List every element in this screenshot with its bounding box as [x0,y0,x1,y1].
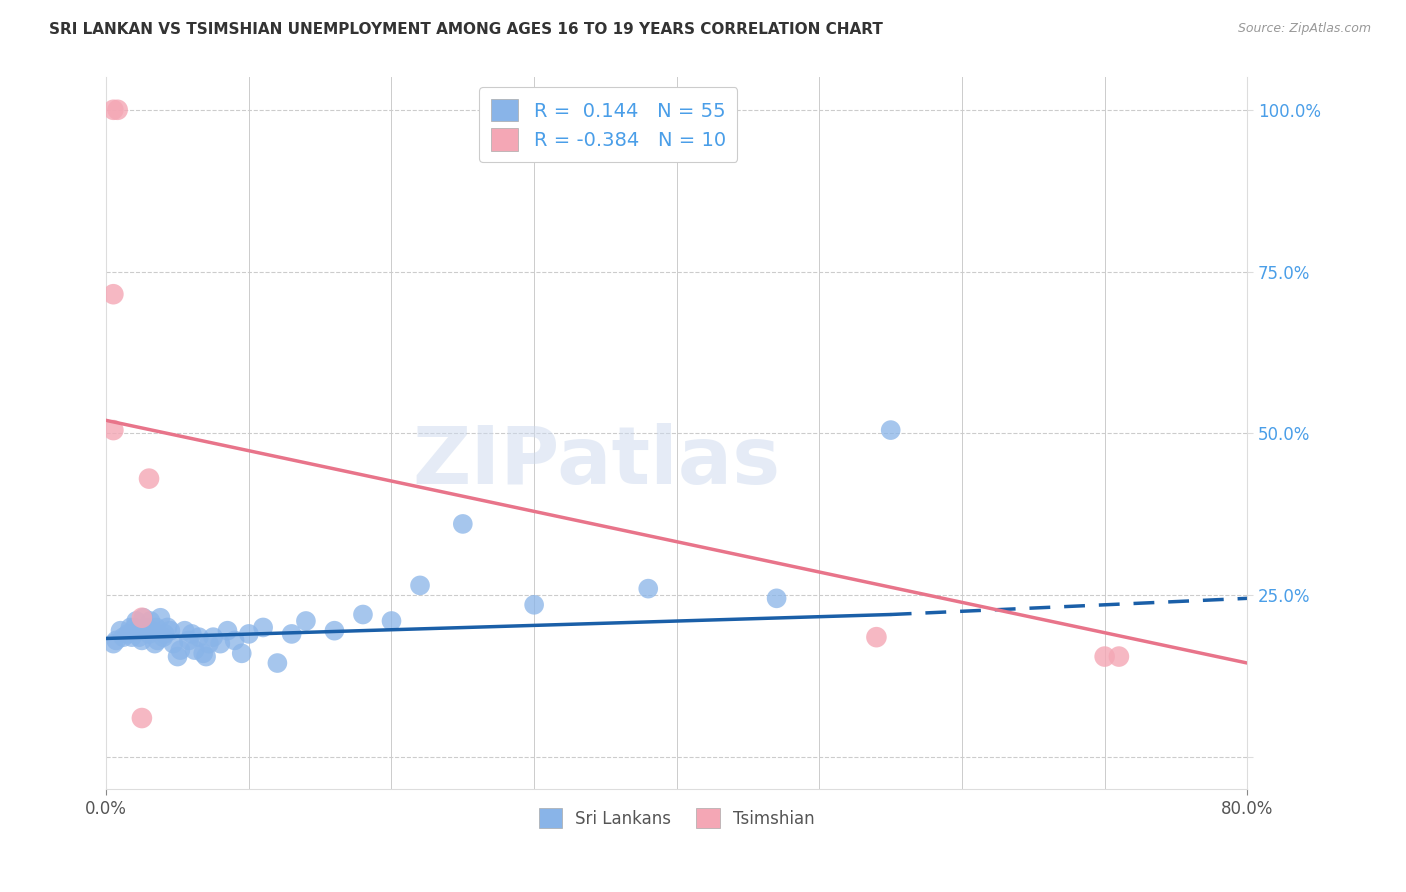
Point [162,637,184,651]
Point [238,627,260,641]
Point [173,624,195,638]
Point [125,614,148,628]
Point [103,423,125,437]
Point [141,624,163,638]
Text: ZIPatlas: ZIPatlas [413,423,780,500]
Point [224,633,246,648]
Point [131,611,153,625]
Point [110,624,132,638]
Point [138,472,160,486]
Point [180,627,202,641]
Point [156,620,179,634]
Text: SRI LANKAN VS TSIMSHIAN UNEMPLOYMENT AMONG AGES 16 TO 19 YEARS CORRELATION CHART: SRI LANKAN VS TSIMSHIAN UNEMPLOYMENT AMO… [49,22,883,37]
Text: Source: ZipAtlas.com: Source: ZipAtlas.com [1237,22,1371,36]
Point [166,649,188,664]
Point [183,643,205,657]
Point [231,646,253,660]
Point [323,624,346,638]
Point [637,582,659,596]
Point [451,516,474,531]
Point [217,624,239,638]
Point [352,607,374,622]
Point [124,620,146,634]
Point [103,637,125,651]
Point [169,643,191,657]
Point [138,627,160,641]
Point [143,637,166,651]
Point [765,591,787,606]
Point [280,627,302,641]
Point [107,103,129,117]
Point [198,637,221,651]
Point [153,627,176,641]
Point [112,630,135,644]
Point [103,103,125,117]
Point [127,624,149,638]
Point [380,614,402,628]
Point [135,620,157,634]
Point [209,637,232,651]
Point [880,423,903,437]
Point [865,630,887,644]
Point [132,611,155,625]
Point [252,620,274,634]
Point [409,578,432,592]
Point [146,633,169,648]
Point [202,630,225,644]
Point [193,646,215,660]
Point [105,633,128,648]
Point [1094,649,1116,664]
Legend: Sri Lankans, Tsimshian: Sri Lankans, Tsimshian [531,802,821,834]
Point [266,656,288,670]
Point [128,630,150,644]
Point [120,620,142,634]
Point [131,711,153,725]
Point [523,598,546,612]
Point [117,627,139,641]
Point [187,630,209,644]
Point [1108,649,1130,664]
Point [145,620,167,634]
Point [103,287,125,301]
Point [195,649,218,664]
Point [131,633,153,648]
Point [121,630,143,644]
Point [295,614,318,628]
Point [159,624,181,638]
Point [152,630,174,644]
Point [149,611,172,625]
Point [139,614,162,628]
Point [177,633,200,648]
